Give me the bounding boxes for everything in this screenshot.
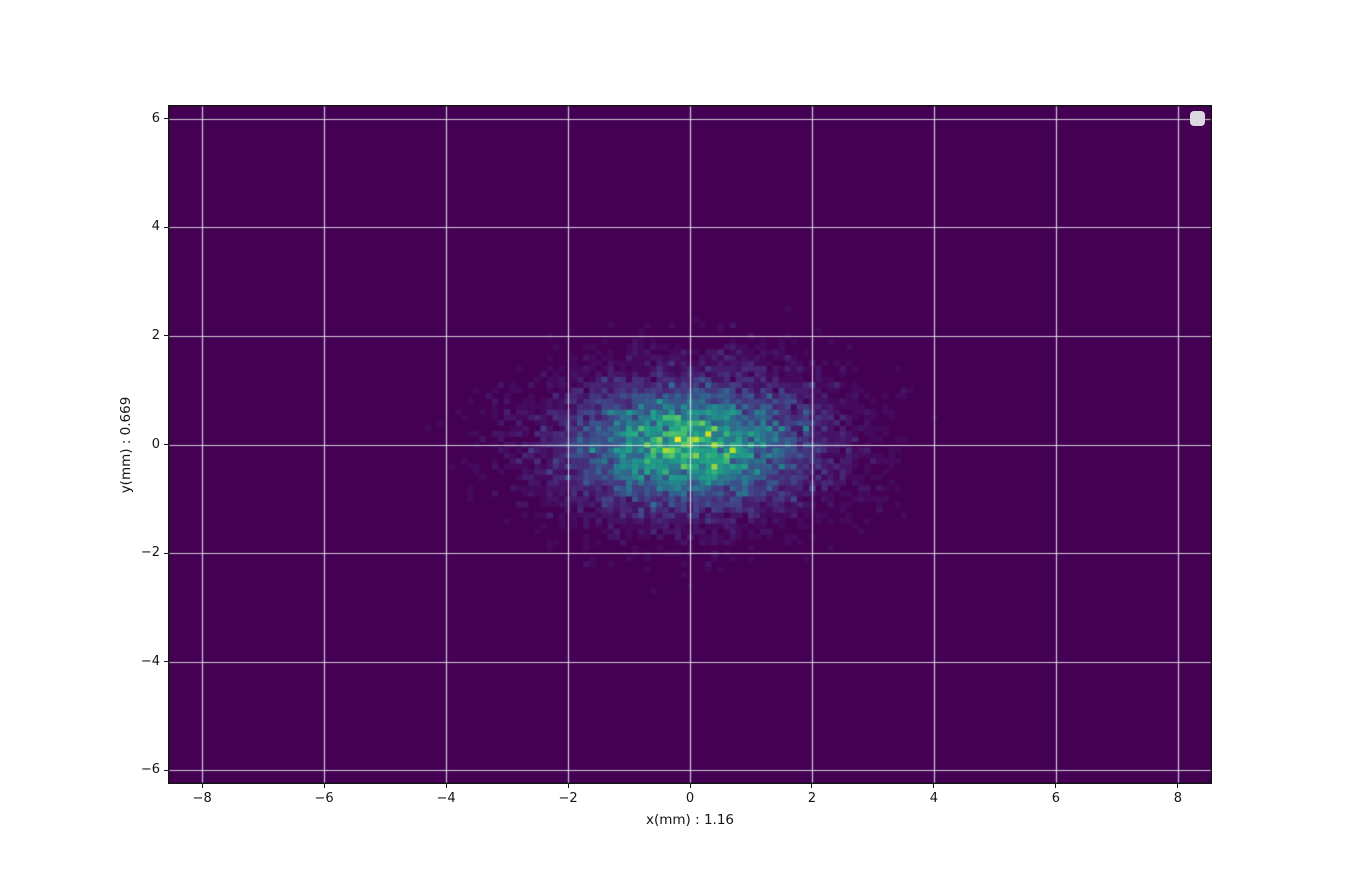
y-tick-label: −2 [140, 545, 160, 561]
x-tick-mark [567, 784, 569, 788]
x-tick-mark [1177, 784, 1179, 788]
x-tick-mark [689, 784, 691, 788]
y-tick-mark [164, 444, 168, 445]
hist2d-canvas [168, 105, 1212, 784]
x-tick-label: −2 [558, 791, 578, 806]
y-tick-label: 0 [151, 436, 160, 452]
plot-area[interactable] [168, 105, 1212, 784]
x-tick-label: 2 [807, 791, 817, 806]
x-tick-label: 0 [685, 791, 695, 806]
x-tick-label: 4 [929, 791, 939, 806]
y-tick-label: −6 [140, 762, 160, 778]
x-tick-label: −8 [192, 791, 212, 806]
x-tick-label: −4 [436, 791, 456, 806]
y-tick-mark [164, 661, 168, 663]
y-tick-label: 2 [151, 327, 160, 343]
y-tick-label: −4 [140, 653, 160, 669]
x-tick-label: 6 [1051, 791, 1061, 806]
x-axis-label: x(mm) : 1.16 [645, 812, 735, 828]
x-tick-label: −6 [314, 791, 334, 806]
x-tick-mark [933, 784, 935, 788]
y-tick-mark [164, 335, 168, 337]
x-tick-mark [811, 784, 813, 788]
x-tick-mark [1055, 784, 1057, 788]
y-tick-label: 6 [151, 110, 160, 126]
x-tick-mark [445, 784, 447, 788]
y-tick-mark [164, 552, 168, 554]
y-tick-label: 4 [151, 219, 160, 235]
y-tick-mark [164, 118, 168, 120]
drag-handle-marker[interactable] [1190, 111, 1206, 127]
x-tick-mark [201, 784, 203, 788]
y-axis-label: y(mm) : 0.669 [118, 396, 134, 494]
y-tick-mark [164, 769, 168, 771]
x-tick-label: 8 [1173, 791, 1182, 806]
x-tick-mark [323, 784, 325, 788]
y-tick-mark [164, 226, 168, 228]
